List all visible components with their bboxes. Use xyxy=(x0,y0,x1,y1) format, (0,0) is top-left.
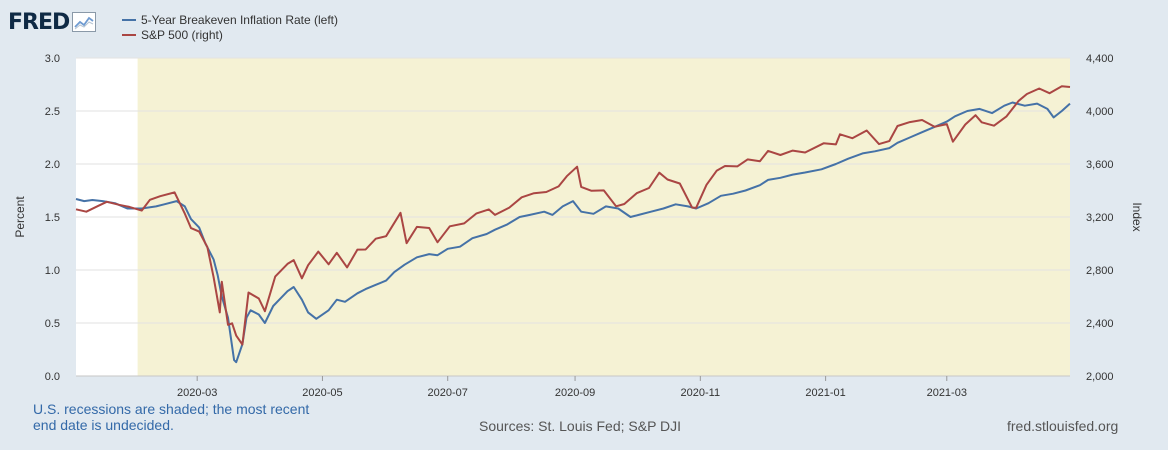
left-tick-label: 0.5 xyxy=(45,318,60,330)
series-line-sp500 xyxy=(75,85,1071,346)
right-tick-label: 3,200 xyxy=(1086,212,1114,224)
left-tick-label: 3.0 xyxy=(45,53,60,65)
x-tick-label: 2020-05 xyxy=(302,387,342,399)
x-tick-label: 2020-09 xyxy=(555,387,595,399)
left-tick-label: 2.0 xyxy=(45,159,60,171)
x-tick-label: 2021-01 xyxy=(805,387,845,399)
fred-logo[interactable]: FRED xyxy=(8,8,97,36)
x-tick-label: 2020-11 xyxy=(681,387,721,399)
x-tick-label: 2021-03 xyxy=(927,387,967,399)
x-tick-label: 2020-03 xyxy=(177,387,217,399)
right-tick-label: 2,400 xyxy=(1086,318,1114,330)
site-link[interactable]: fred.stlouisfed.org xyxy=(1007,418,1119,434)
chart-line-icon xyxy=(72,12,97,32)
legend-label-sp500: S&P 500 (right) xyxy=(141,28,223,42)
left-axis-title: Percent xyxy=(13,196,27,238)
legend-item-breakeven[interactable]: 5-Year Breakeven Inflation Rate (left) xyxy=(122,13,338,27)
left-tick-label: 1.0 xyxy=(45,265,60,277)
sources-text: Sources: St. Louis Fed; S&P DJI xyxy=(479,418,682,434)
fred-logo-text: FRED xyxy=(8,9,70,35)
right-tick-label: 2,000 xyxy=(1086,371,1114,383)
right-tick-label: 4,400 xyxy=(1086,53,1114,65)
legend-item-sp500[interactable]: S&P 500 (right) xyxy=(122,28,223,42)
right-tick-label: 4,000 xyxy=(1086,106,1114,118)
recession-note: U.S. recessions are shaded; the most rec… xyxy=(33,401,310,433)
legend-swatch-breakeven xyxy=(122,19,136,21)
left-tick-label: 0.0 xyxy=(45,371,60,383)
right-tick-label: 2,800 xyxy=(1086,265,1114,277)
right-tick-label: 3,600 xyxy=(1086,159,1114,171)
right-axis-title: Index xyxy=(1130,202,1144,231)
legend-swatch-sp500 xyxy=(122,34,136,36)
legend-label-breakeven: 5-Year Breakeven Inflation Rate (left) xyxy=(141,13,338,27)
left-tick-label: 1.5 xyxy=(45,212,60,224)
line-chart: 0.0 0.5 1.0 1.5 2.0 2.5 3.0 2,000 2,400 2,800 3,2… xyxy=(13,53,1144,399)
left-tick-label: 2.5 xyxy=(45,106,60,118)
x-tick-label: 2020-07 xyxy=(428,387,468,399)
